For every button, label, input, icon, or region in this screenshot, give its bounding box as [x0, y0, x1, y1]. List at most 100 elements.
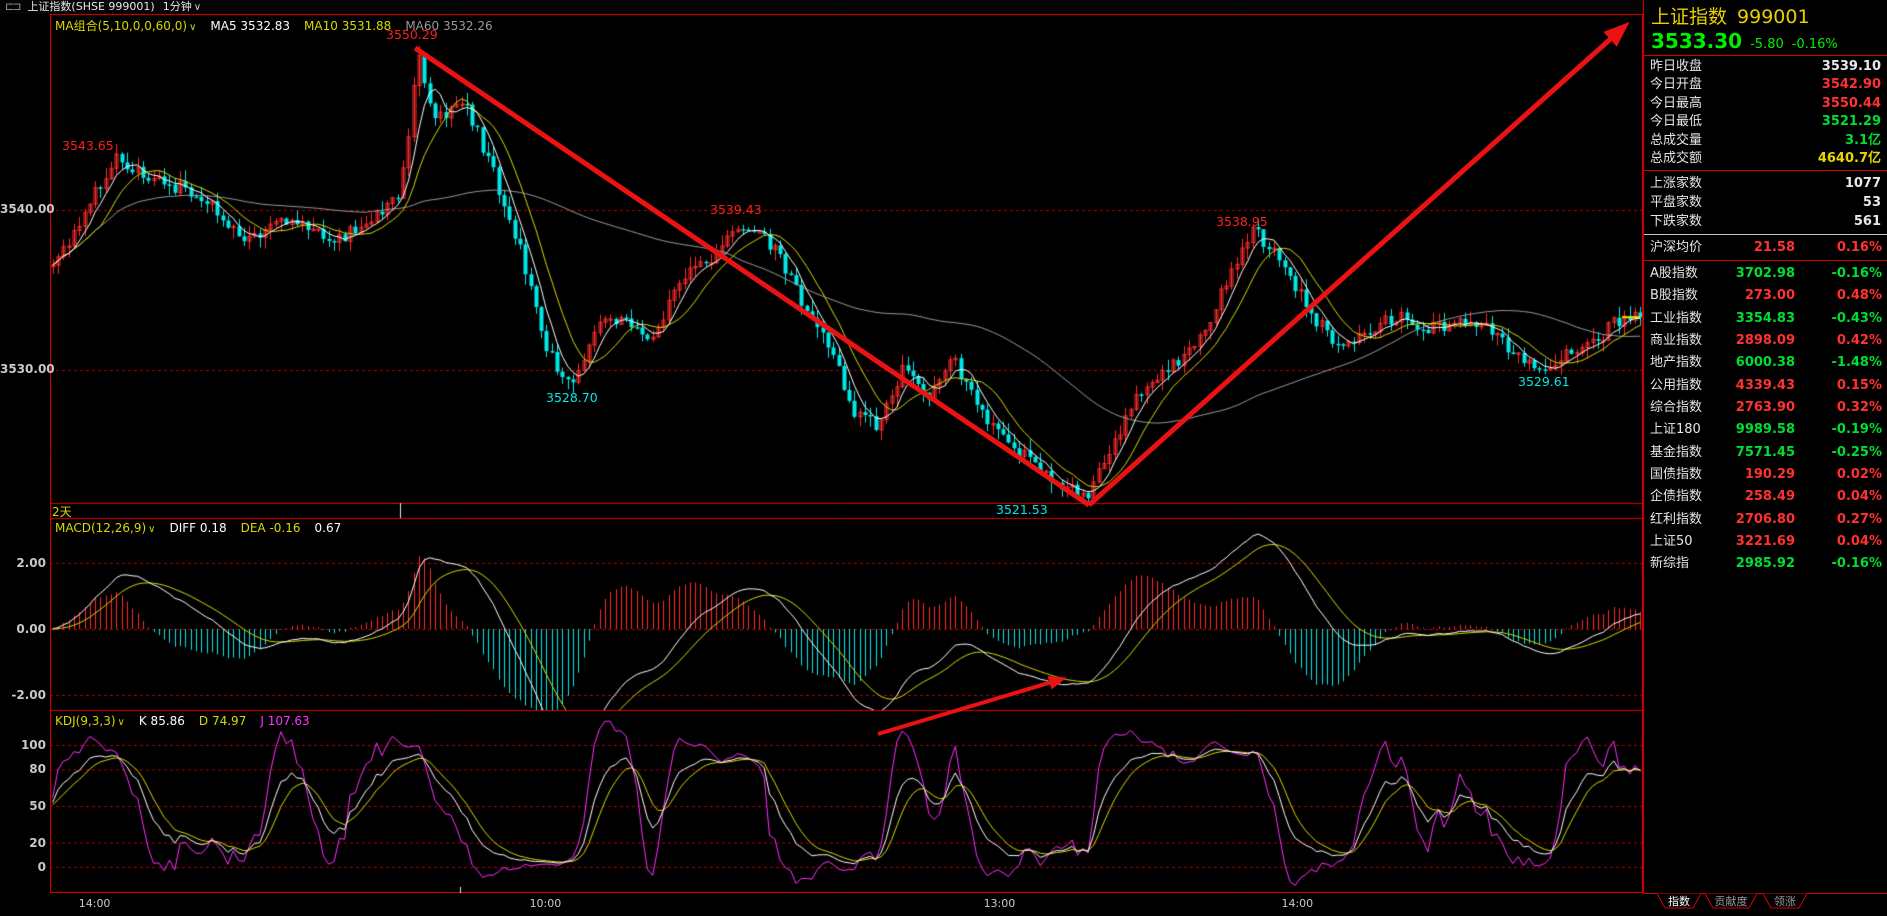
quote-row[interactable]: 企债指数 258.49 0.04% — [1644, 486, 1887, 508]
quote-row[interactable]: 今日最低 3521.29 — [1644, 113, 1887, 131]
price-change-pct: -0.16% — [1791, 37, 1838, 52]
last-price: 3533.30 — [1651, 29, 1743, 53]
price-annotation: 3543.65 — [62, 138, 114, 153]
quote-row[interactable]: 平盘家数 53 — [1644, 193, 1887, 212]
quote-row[interactable]: 商业指数 2898.09 0.42% — [1644, 330, 1887, 352]
quote-row-label: 红利指数 — [1650, 511, 1703, 527]
ma-settings-dropdown[interactable]: MA组合(5,10,0,0,60,0) ∨ — [55, 19, 197, 33]
quote-row-label: 综合指数 — [1650, 400, 1703, 416]
separator — [1644, 260, 1887, 261]
quote-row[interactable]: 综合指数 2763.90 0.32% — [1644, 397, 1887, 419]
kdj-axis-label: 80 — [29, 762, 46, 776]
quote-row-pct: -0.43% — [1831, 310, 1883, 326]
macd-diff-value: DIFF 0.18 — [169, 521, 227, 535]
price-axis-label: 3530.00 — [0, 362, 55, 376]
time-axis-label: 13:00 — [983, 897, 1016, 910]
kdj-k-value: K 85.86 — [138, 714, 185, 728]
quote-row-label: 企债指数 — [1650, 489, 1703, 505]
quote-row-value: 53 — [1862, 195, 1881, 211]
quote-row-label: 工业指数 — [1650, 310, 1703, 326]
quote-row-label: 总成交量 — [1650, 132, 1703, 148]
quote-row-label: 国债指数 — [1650, 467, 1703, 483]
time-axis-label: 10:00 — [529, 897, 562, 910]
quote-row[interactable]: 上证180 9989.58 -0.19% — [1644, 419, 1887, 441]
tab-label[interactable]: 指数 — [1668, 894, 1690, 908]
quote-row-pct: -0.25% — [1831, 444, 1883, 460]
quote-row[interactable]: 昨日收盘 3539.10 — [1644, 58, 1887, 76]
quote-row-label: 今日开盘 — [1650, 77, 1703, 93]
period-label: 1分钟 — [162, 0, 192, 13]
quote-row-pct: 0.48% — [1836, 288, 1882, 304]
price-annotation: 3539.43 — [710, 202, 762, 217]
quote-row[interactable]: 地产指数 6000.38 -1.48% — [1644, 352, 1887, 374]
quote-row[interactable]: 上证50 3221.69 0.04% — [1644, 531, 1887, 553]
quote-panel: 上证指数 999001 3533.30 -5.80 -0.16% 昨日收盘 3539.1… — [1643, 0, 1887, 893]
quote-row[interactable]: B股指数 273.00 0.48% — [1644, 285, 1887, 307]
quote-row-value: 4339.43 — [1735, 377, 1795, 393]
macd-dea-value: DEA -0.16 — [240, 521, 301, 535]
quote-row-pct: 0.15% — [1836, 377, 1882, 393]
quote-row-value: 3.1亿 — [1844, 132, 1881, 148]
titlebar: ⊏⊐ 上证指数(SHSE 999001) 1分钟 ∨ — [0, 0, 1643, 14]
period-selector[interactable]: 1分钟 ∨ — [163, 0, 201, 14]
ma60-value: MA60 3532.26 — [405, 19, 493, 33]
kdj-axis-label: 0 — [37, 860, 46, 874]
quote-row[interactable]: 新综指 2985.92 -0.16% — [1644, 553, 1887, 575]
quote-row-pct: 0.02% — [1836, 467, 1882, 483]
tab-label[interactable]: 领涨 — [1774, 895, 1796, 908]
macd-settings-dropdown[interactable]: MACD(12,26,9) ∨ — [55, 521, 156, 535]
quote-row-label: 上证50 — [1650, 534, 1693, 550]
quote-row[interactable]: 总成交额 4640.7亿 — [1644, 150, 1887, 168]
quote-row[interactable]: 红利指数 2706.80 0.27% — [1644, 509, 1887, 531]
quote-row-value: 273.00 — [1744, 288, 1795, 304]
tab-领涨[interactable] — [1762, 893, 1808, 909]
quote-row[interactable]: 国债指数 190.29 0.02% — [1644, 464, 1887, 486]
quote-row-value: 190.29 — [1744, 467, 1795, 483]
quote-price-row: 3533.30 -5.80 -0.16% — [1651, 29, 1838, 53]
link-icon[interactable]: ⊏⊐ — [5, 0, 22, 13]
price-chart-canvas[interactable] — [50, 14, 1643, 893]
quote-row-pct: -0.19% — [1831, 422, 1883, 438]
quote-row[interactable]: 今日开盘 3542.90 — [1644, 76, 1887, 94]
quote-row[interactable]: 沪深均价 21.58 0.16% — [1644, 237, 1887, 259]
quote-row-label: 平盘家数 — [1650, 195, 1703, 211]
chevron-down-icon: ∨ — [148, 524, 156, 535]
quote-row-value: 3221.69 — [1735, 534, 1795, 550]
quote-row[interactable]: 总成交量 3.1亿 — [1644, 132, 1887, 150]
quote-row-label: 下跌家数 — [1650, 214, 1703, 230]
quote-row[interactable]: 下跌家数 561 — [1644, 212, 1887, 231]
time-axis-label: 14:00 — [1281, 897, 1314, 910]
quote-row[interactable]: 基金指数 7571.45 -0.25% — [1644, 442, 1887, 464]
tab-贡献度[interactable] — [1704, 893, 1758, 909]
separator — [1644, 234, 1887, 235]
macd-pane-header: MACD(12,26,9) ∨ DIFF 0.18 DEA -0.16 0.67 — [55, 521, 355, 535]
quote-row-label: 总成交额 — [1650, 150, 1703, 166]
quote-row-pct: 0.42% — [1836, 333, 1882, 349]
tab-label[interactable]: 贡献度 — [1715, 894, 1748, 908]
quote-row-label: 新综指 — [1650, 556, 1690, 572]
quote-row[interactable]: 上涨家数 1077 — [1644, 174, 1887, 193]
quote-row-label: A股指数 — [1650, 266, 1698, 281]
quote-row[interactable]: 公用指数 4339.43 0.15% — [1644, 375, 1887, 397]
ma10-value: MA10 3531.88 — [304, 19, 392, 33]
quote-row[interactable]: 今日最高 3550.44 — [1644, 95, 1887, 113]
quote-row-value: 3550.44 — [1821, 95, 1881, 111]
kdj-settings-dropdown[interactable]: KDJ(9,3,3) ∨ — [55, 714, 125, 728]
quote-row-label: 今日最高 — [1650, 95, 1703, 111]
quote-row-label: B股指数 — [1650, 288, 1698, 304]
quote-row-pct: -0.16% — [1831, 266, 1883, 281]
separator — [1644, 55, 1887, 56]
kdj-pane-header: KDJ(9,3,3) ∨ K 85.86 D 74.97 J 107.63 — [55, 714, 324, 728]
price-annotation: 3521.53 — [996, 502, 1048, 517]
quote-row-value: 2985.92 — [1735, 556, 1795, 572]
quote-row[interactable]: 工业指数 3354.83 -0.43% — [1644, 308, 1887, 330]
price-change: -5.80 — [1750, 37, 1784, 52]
quote-row-label: 上证180 — [1650, 422, 1701, 438]
quote-row-value: 1077 — [1844, 176, 1881, 191]
quote-row-pct: -1.48% — [1831, 355, 1883, 371]
tab-指数[interactable] — [1656, 893, 1702, 909]
macd-axis-label: 0.00 — [16, 622, 46, 636]
quote-row[interactable]: A股指数 3702.98 -0.16% — [1644, 263, 1887, 285]
quote-row-pct: 0.04% — [1836, 534, 1882, 550]
